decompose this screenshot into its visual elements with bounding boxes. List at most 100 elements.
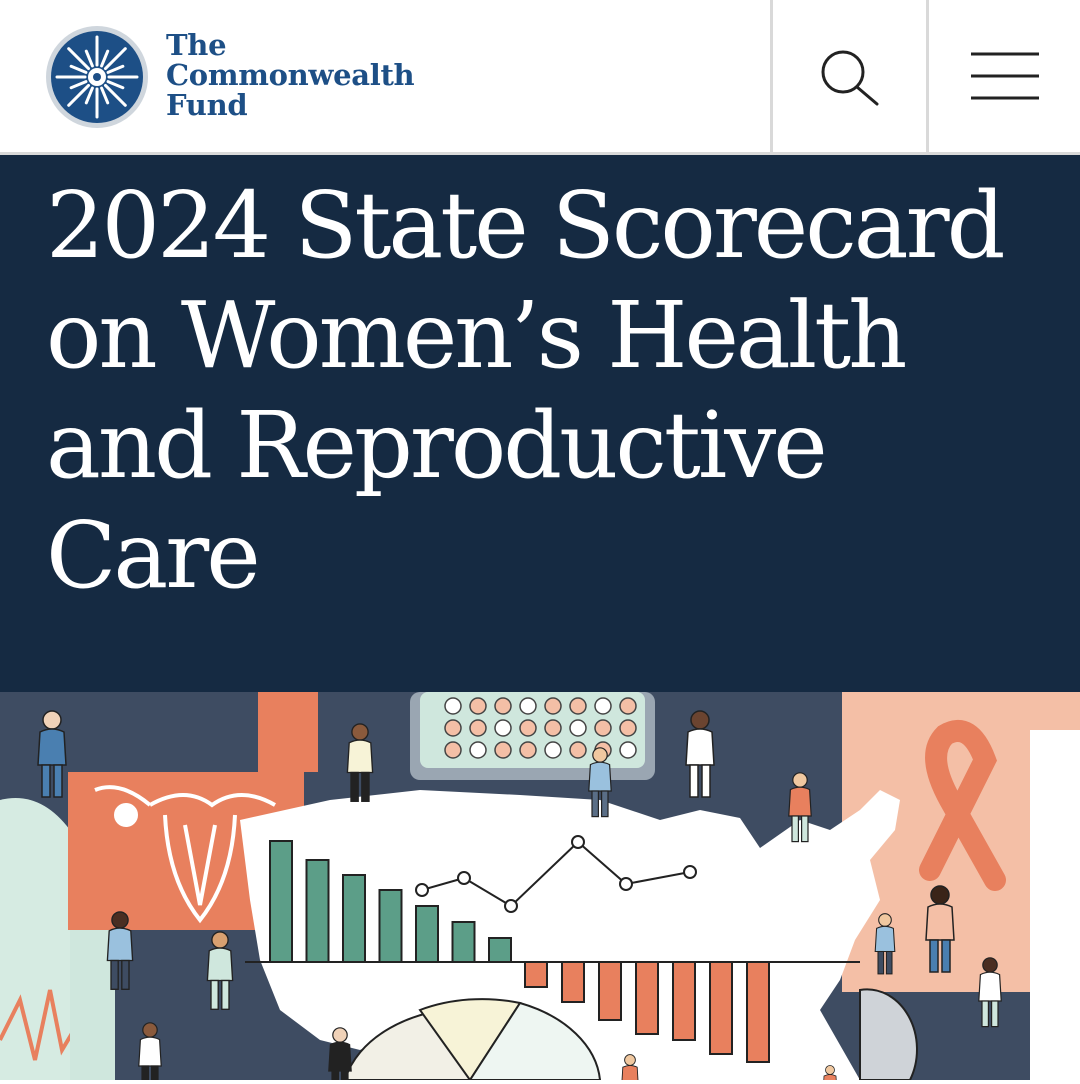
hamburger-menu-icon <box>971 52 1039 100</box>
pill <box>569 719 587 737</box>
bar-up <box>378 889 403 963</box>
bar-down <box>672 961 696 1041</box>
person-figure <box>328 1027 352 1084</box>
bar-up <box>305 859 330 963</box>
uterus-icon <box>94 785 276 924</box>
star-spoke <box>103 47 127 71</box>
logo-wordmark[interactable]: The Commonwealth Fund <box>166 28 415 122</box>
pill <box>469 719 487 737</box>
pill <box>444 697 462 715</box>
header-divider <box>770 0 773 155</box>
pill <box>519 719 537 737</box>
pill <box>619 741 637 759</box>
commonwealth-fund-logo-icon[interactable] <box>44 24 150 130</box>
pill <box>619 719 637 737</box>
pill <box>569 741 587 759</box>
bar-up <box>415 905 439 963</box>
pill <box>494 741 512 759</box>
star-spoke <box>103 83 127 107</box>
pill <box>494 719 512 737</box>
white-strip <box>1030 730 1080 1080</box>
trend-line <box>421 840 691 908</box>
trend-points <box>415 835 697 913</box>
site-header: The Commonwealth Fund <box>0 0 1080 155</box>
star-spoke <box>106 80 125 90</box>
title-line: on Women’s Health <box>46 282 907 389</box>
logo-line-the: The <box>166 28 227 62</box>
us-map <box>240 790 900 1080</box>
title-line: 2024 State Scorecard <box>46 172 1006 279</box>
person-figure <box>621 1054 639 1084</box>
trend-point <box>619 877 633 891</box>
trend-point <box>415 883 429 897</box>
star-spoke <box>67 83 91 107</box>
person-figure <box>106 911 134 990</box>
small-pie <box>859 988 918 1081</box>
pills <box>444 697 637 759</box>
title-line: and Reproductive <box>46 392 828 499</box>
person-figure <box>346 723 374 802</box>
bars-up <box>269 840 512 963</box>
bar-down <box>524 961 548 988</box>
menu-button[interactable] <box>929 0 1080 152</box>
pill <box>544 741 562 759</box>
person-figure <box>788 772 812 843</box>
page-title: 2024 State Scorecard on Women’s Health a… <box>46 171 1056 611</box>
star-spoke <box>100 49 110 68</box>
bars-down <box>524 961 770 1063</box>
person-figure <box>138 1022 162 1084</box>
trend-point <box>571 835 585 849</box>
header-divider <box>926 0 929 155</box>
pill <box>494 697 512 715</box>
logo-line-fund: Fund <box>166 88 248 122</box>
pie-fragment <box>343 998 602 1082</box>
star-spoke <box>84 86 94 105</box>
womens-health-illustration <box>0 692 1080 1084</box>
bar-down <box>709 961 733 1055</box>
person-figure <box>685 710 715 798</box>
pill <box>569 697 587 715</box>
bar-up <box>269 840 293 963</box>
trend-point <box>683 865 697 879</box>
search-button[interactable] <box>773 0 926 152</box>
bar-up <box>451 921 476 963</box>
person-figure <box>206 931 234 1010</box>
star-spoke <box>67 47 91 71</box>
pill <box>469 741 487 759</box>
star-spoke <box>84 49 94 68</box>
star-spoke <box>69 80 88 90</box>
pill <box>544 719 562 737</box>
star-spoke <box>106 64 125 74</box>
star-spoke <box>69 64 88 74</box>
person-figure <box>588 747 612 818</box>
pill <box>444 741 462 759</box>
pill <box>619 697 637 715</box>
person-figure <box>925 885 955 973</box>
pill <box>519 741 537 759</box>
people-figures <box>37 710 1002 1084</box>
person-figure <box>978 957 1002 1028</box>
hero-banner: 2024 State Scorecard on Women’s Health a… <box>0 155 1080 692</box>
pill <box>594 697 612 715</box>
coral-tab <box>258 692 318 772</box>
title-line: Care <box>46 502 261 609</box>
bar-down <box>746 961 770 1063</box>
person-figure <box>37 710 67 798</box>
search-icon <box>821 50 879 106</box>
bar-up <box>342 874 366 963</box>
trend-point <box>457 871 471 885</box>
star-spoke <box>100 86 110 105</box>
bar-down <box>561 961 585 1003</box>
trend-point <box>504 899 518 913</box>
pill <box>444 719 462 737</box>
logo-line-commonwealth: Commonwealth <box>166 58 415 92</box>
bar-up <box>488 937 512 963</box>
pill <box>469 697 487 715</box>
bar-down <box>598 961 622 1021</box>
hero-illustration <box>0 692 1080 1084</box>
pill <box>519 697 537 715</box>
pill <box>594 719 612 737</box>
pill <box>544 697 562 715</box>
person-figure <box>874 913 896 975</box>
awareness-ribbon-icon <box>919 719 1006 891</box>
